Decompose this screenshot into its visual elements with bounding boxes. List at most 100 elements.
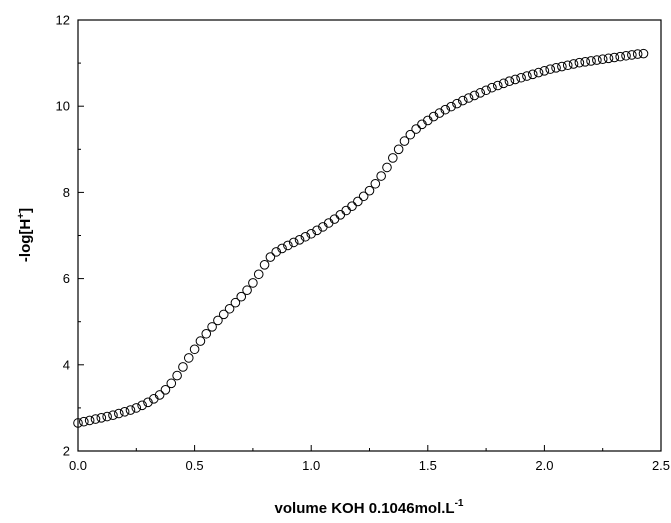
data-point xyxy=(568,59,579,69)
data-point xyxy=(218,309,229,320)
data-point xyxy=(580,57,591,67)
data-point xyxy=(627,50,637,60)
data-point xyxy=(370,178,381,189)
data-point xyxy=(498,78,509,89)
data-point xyxy=(475,88,486,98)
data-point xyxy=(504,76,515,87)
y-tick-label: 10 xyxy=(56,99,70,114)
data-point xyxy=(353,196,363,207)
x-tick-label: 1.5 xyxy=(419,458,437,473)
data-point xyxy=(469,90,480,101)
data-point xyxy=(294,235,305,245)
data-point xyxy=(213,315,223,326)
data-point xyxy=(224,303,235,314)
data-point xyxy=(388,153,398,163)
data-point xyxy=(160,384,171,395)
data-point xyxy=(557,61,567,72)
data-point xyxy=(189,344,200,355)
y-tick-label: 4 xyxy=(63,357,70,372)
data-point xyxy=(230,297,241,308)
data-point xyxy=(236,291,247,302)
y-tick-label: 6 xyxy=(63,271,70,286)
data-point xyxy=(545,64,556,74)
data-point xyxy=(452,98,462,109)
data-point xyxy=(84,415,95,426)
data-point xyxy=(248,278,258,288)
data-point xyxy=(312,225,322,236)
x-tick-label: 0.5 xyxy=(186,458,204,473)
data-series xyxy=(73,48,649,428)
data-point xyxy=(283,240,293,251)
data-point xyxy=(96,413,107,423)
data-point xyxy=(102,411,112,422)
data-point xyxy=(300,231,311,242)
data-point xyxy=(131,403,142,413)
data-point xyxy=(492,80,503,91)
data-point xyxy=(137,400,147,411)
x-tick-label: 2.0 xyxy=(535,458,553,473)
y-axis: 2 4 6 8 10 12 xyxy=(56,13,84,459)
data-point xyxy=(259,260,270,270)
data-point xyxy=(358,191,369,202)
data-point xyxy=(195,336,206,346)
y-axis-title: -log[H+] xyxy=(16,208,34,262)
data-point xyxy=(201,328,212,339)
data-point xyxy=(341,205,351,216)
data-point xyxy=(481,85,491,96)
data-point xyxy=(119,406,130,417)
data-point xyxy=(405,129,416,140)
data-point xyxy=(487,82,497,93)
y-tick-label: 2 xyxy=(63,444,70,459)
data-point xyxy=(79,416,89,427)
data-point xyxy=(393,144,404,155)
data-point xyxy=(463,93,474,103)
data-point xyxy=(90,414,101,424)
x-axis: 0.0 0.5 1.0 1.5 2.0 2.5 xyxy=(69,445,670,473)
data-point xyxy=(615,51,625,62)
data-point xyxy=(603,53,614,64)
data-point xyxy=(510,74,521,85)
y-tick-label: 8 xyxy=(63,185,70,200)
x-tick-label: 2.5 xyxy=(652,458,670,473)
y-tick-label: 12 xyxy=(56,13,70,28)
data-point xyxy=(586,56,596,66)
data-point xyxy=(411,124,421,134)
data-point xyxy=(621,50,631,61)
data-point xyxy=(539,66,550,76)
data-point xyxy=(592,55,602,65)
data-point xyxy=(265,252,276,262)
data-point xyxy=(73,418,83,428)
data-point xyxy=(638,48,649,59)
data-point xyxy=(114,408,124,419)
x-axis-title: volume KOH 0.1046mol.L-1 xyxy=(275,498,464,517)
data-point xyxy=(522,71,532,81)
data-point xyxy=(428,111,439,122)
data-point xyxy=(574,57,585,68)
data-point xyxy=(516,72,526,83)
plot-frame xyxy=(77,19,662,452)
x-tick-label: 0.0 xyxy=(69,458,87,473)
data-point xyxy=(178,362,188,372)
data-point xyxy=(253,269,264,280)
x-tick-label: 1.0 xyxy=(302,458,320,473)
data-point xyxy=(183,353,194,363)
data-point xyxy=(271,247,282,257)
data-point xyxy=(533,67,544,78)
data-point xyxy=(434,108,445,118)
data-point xyxy=(551,63,561,73)
data-point xyxy=(154,390,165,400)
data-point xyxy=(446,101,456,112)
data-point xyxy=(632,49,643,59)
data-point xyxy=(562,60,573,71)
data-point xyxy=(527,69,538,80)
data-point xyxy=(364,185,375,196)
data-point xyxy=(399,136,410,146)
data-point xyxy=(440,104,451,115)
data-point xyxy=(457,95,468,106)
data-point xyxy=(277,243,287,254)
data-point xyxy=(609,52,620,63)
data-point xyxy=(382,162,392,173)
data-point xyxy=(143,397,153,408)
data-point xyxy=(172,370,182,381)
